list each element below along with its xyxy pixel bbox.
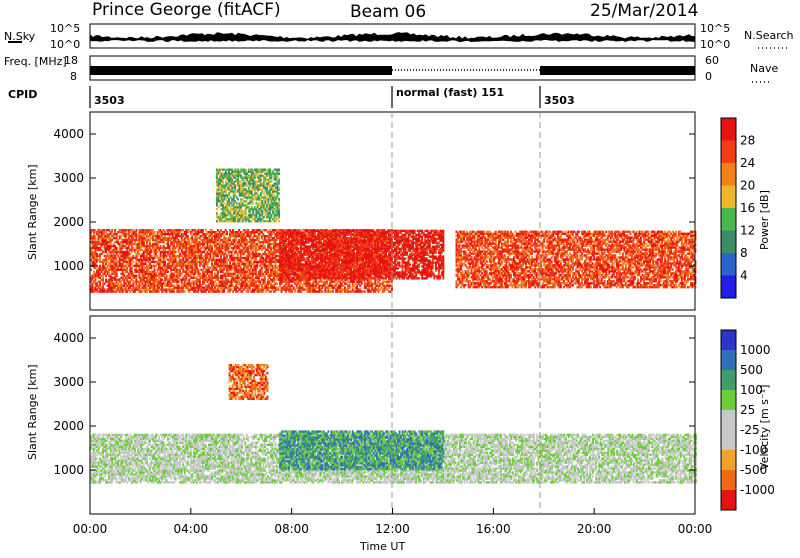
nsky-ytick-top: 10^5 bbox=[50, 22, 80, 35]
echo-cell bbox=[197, 269, 199, 271]
echo-cell bbox=[111, 229, 113, 231]
freq-ylabel: Freq. [MHz] bbox=[4, 55, 67, 68]
date-label: 25/Mar/2014 bbox=[590, 1, 698, 21]
echo-cell bbox=[154, 231, 156, 233]
echo-cell bbox=[167, 271, 169, 273]
nave-label: Nave bbox=[750, 62, 778, 75]
echo-cell bbox=[184, 290, 186, 292]
echo-cell bbox=[116, 247, 118, 249]
echo-cell bbox=[166, 275, 168, 277]
echo-cell bbox=[226, 231, 228, 233]
echo-cell bbox=[202, 229, 204, 231]
freq-band-2 bbox=[540, 66, 695, 75]
power-echo-field bbox=[90, 169, 696, 293]
nave-ytick-top: 60 bbox=[705, 54, 719, 67]
echo-cell bbox=[132, 261, 134, 263]
freq-ytick-top: 18 bbox=[64, 54, 78, 67]
echo-cell bbox=[284, 277, 286, 279]
cpid-seg-3: 3503 bbox=[544, 94, 575, 107]
cpid-label: CPID bbox=[8, 88, 37, 101]
cpid-seg-2: normal (fast) 151 bbox=[396, 86, 504, 99]
echo-cell bbox=[114, 229, 116, 231]
echo-cell bbox=[276, 283, 278, 285]
beam-label: Beam 06 bbox=[350, 2, 426, 22]
nsky-trace bbox=[90, 32, 695, 42]
nsearch-ytick-bottom: 10^0 bbox=[700, 38, 730, 51]
nave-ytick-bottom: 0 bbox=[705, 70, 712, 83]
echo-cell bbox=[135, 229, 137, 231]
nsearch-label: N.Search bbox=[744, 29, 794, 42]
cpid-seg-1: 3503 bbox=[94, 94, 125, 107]
echo-cell bbox=[175, 251, 177, 253]
echo-cell bbox=[264, 245, 266, 247]
nsky-ytick-bottom: 10^0 bbox=[50, 38, 80, 51]
echo-cell bbox=[321, 290, 323, 292]
nsky-panel: N.Sky 10^5 10^0 10^5 10^0 N.Search bbox=[4, 22, 794, 51]
echo-cell bbox=[187, 235, 189, 237]
echo-cell bbox=[364, 290, 366, 292]
echo-cell bbox=[135, 275, 137, 277]
nsearch-ytick-top: 10^5 bbox=[700, 22, 730, 35]
echo-cell bbox=[293, 277, 295, 279]
freq-ytick-bottom: 8 bbox=[70, 70, 77, 83]
freq-band-1 bbox=[90, 66, 392, 75]
freq-panel: Freq. [MHz] 18 8 60 0 Nave bbox=[4, 54, 778, 83]
cpid-row: CPID 3503 normal (fast) 151 3503 bbox=[8, 86, 575, 108]
station-title: Prince George (fitACF) bbox=[92, 0, 281, 20]
